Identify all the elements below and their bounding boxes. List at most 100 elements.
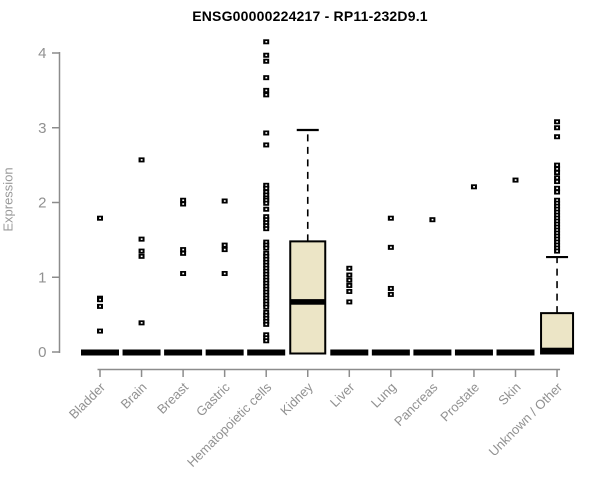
data-point-center (556, 244, 559, 246)
data-point-center (265, 94, 268, 96)
data-point-center (265, 244, 268, 246)
data-point-center (556, 199, 559, 202)
x-category-label: Prostate (437, 380, 482, 425)
data-point-center (556, 208, 559, 211)
data-point-center (556, 232, 559, 234)
data-point-center (265, 279, 268, 282)
data-point-center (348, 290, 351, 293)
data-point-center (265, 191, 268, 193)
data-point-center (556, 177, 559, 179)
data-point-center (390, 293, 392, 296)
data-point-center (265, 294, 268, 296)
data-point-center (265, 202, 268, 205)
data-point-center (556, 235, 559, 237)
data-point-center (140, 322, 143, 324)
data-point-center (265, 300, 268, 302)
y-tick-label: 0 (38, 344, 46, 361)
data-point-center (514, 179, 517, 181)
data-point-center (556, 214, 559, 217)
collapsed-box-median (247, 349, 286, 356)
data-point-center (556, 220, 559, 222)
x-category-label: Gastric (193, 379, 233, 419)
x-category-label: Kidney (277, 379, 316, 418)
collapsed-box-median (164, 349, 203, 356)
data-point-center (265, 270, 268, 273)
x-category-label: Skin (495, 380, 523, 408)
data-point-center (265, 187, 268, 190)
data-point-center (265, 132, 268, 134)
data-point-center (182, 272, 185, 275)
data-point-center (140, 250, 143, 252)
data-point-center (265, 323, 268, 326)
data-point-center (556, 191, 559, 193)
data-point-center (265, 311, 268, 314)
data-point-center (556, 164, 559, 166)
data-point-center (265, 144, 268, 146)
box (540, 312, 575, 355)
data-point-center (556, 168, 559, 170)
data-point-center (265, 267, 268, 270)
y-tick-label: 3 (38, 120, 46, 137)
x-category-label: Pancreas (391, 379, 441, 429)
data-point-center (223, 200, 226, 202)
data-point-center (223, 272, 226, 275)
data-point-center (556, 211, 559, 214)
data-point-center (431, 218, 434, 221)
data-point-center (556, 126, 559, 129)
data-point-center (99, 217, 101, 219)
x-category-label: Liver (327, 379, 358, 410)
data-point-center (348, 284, 351, 287)
data-point-center (265, 215, 268, 218)
data-point-center (265, 320, 268, 323)
data-point-center (265, 89, 268, 92)
data-point-center (265, 76, 268, 79)
data-point-center (265, 336, 268, 339)
x-category-label: Unknown / Other (486, 379, 566, 459)
data-point-center (265, 291, 268, 293)
data-point-center (265, 273, 268, 276)
data-point-center (265, 258, 268, 261)
data-point-center (348, 301, 351, 303)
data-point-center (390, 287, 392, 290)
y-tick-label: 4 (38, 45, 46, 62)
data-point-center (265, 306, 268, 308)
collapsed-box-median (122, 349, 161, 356)
x-category-label: Brain (118, 380, 150, 412)
data-point-center (390, 246, 392, 249)
data-point-center (265, 60, 268, 63)
median-line (541, 347, 574, 354)
data-point-center (265, 40, 268, 43)
data-point-center (348, 279, 351, 282)
box (289, 240, 327, 355)
data-point-center (265, 264, 268, 267)
data-point-center (265, 218, 268, 221)
median-line (290, 299, 326, 305)
collapsed-box-median (371, 349, 410, 356)
data-point-center (265, 227, 268, 230)
data-point-center (223, 248, 226, 251)
data-point-center (140, 255, 143, 258)
data-point-center (265, 334, 268, 336)
data-point-center (348, 267, 351, 270)
data-point-center (265, 314, 268, 317)
data-point-center (182, 203, 185, 205)
data-point-center (556, 187, 559, 190)
data-point-center (265, 285, 268, 288)
data-point-center (265, 288, 268, 291)
data-point-center (556, 171, 559, 174)
data-point-center (182, 252, 185, 255)
data-point-center (556, 250, 559, 252)
data-point-center (265, 282, 268, 285)
data-point-center (99, 330, 101, 332)
x-category-label: Breast (154, 379, 191, 416)
data-point-center (556, 202, 559, 205)
data-point-center (265, 54, 268, 57)
collapsed-box-median (330, 349, 369, 356)
data-point-center (265, 247, 268, 249)
collapsed-box-median (205, 349, 244, 356)
x-category-label: Lung (368, 380, 399, 411)
data-point-center (473, 186, 475, 188)
data-point-center (556, 217, 559, 219)
